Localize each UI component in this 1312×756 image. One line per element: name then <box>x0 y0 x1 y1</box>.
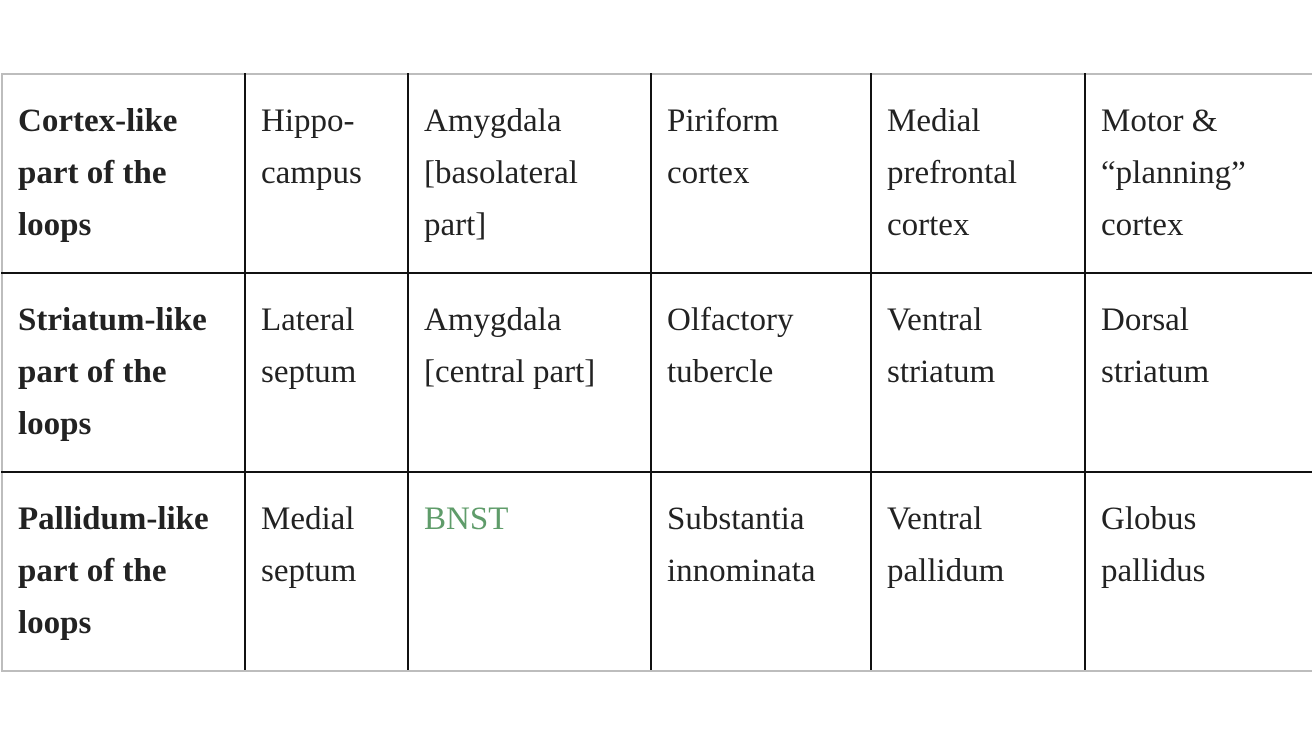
table-cell: Piriform cortex <box>650 73 872 274</box>
table-cell: Ventral striatum <box>870 272 1086 473</box>
cell-text: Piriform cortex <box>667 103 779 191</box>
table-cell: Ventral pallidum <box>870 471 1086 672</box>
table-cell: Motor & “planning” cortex <box>1084 73 1312 274</box>
cell-text: Amygdala [central part] <box>424 302 596 390</box>
cell-text: Dorsal striatum <box>1101 302 1210 390</box>
brain-loops-table: Cortex-like part of the loops Hippo-camp… <box>1 73 1312 672</box>
comparison-table-container: Cortex-like part of the loops Hippo-camp… <box>1 73 1312 672</box>
cell-text: Substantia innominata <box>667 501 816 589</box>
table-row-pallidum: Pallidum-like part of the loops Medial s… <box>1 471 1312 672</box>
row-header-label: Pallidum-like part of the loops <box>18 501 209 641</box>
cell-text: Medial prefrontal cortex <box>887 103 1018 243</box>
cell-text: Motor & “planning” cortex <box>1101 103 1246 243</box>
cell-text: Ventral striatum <box>887 302 996 390</box>
row-header-cortex: Cortex-like part of the loops <box>1 73 246 274</box>
table-cell: Olfactory tubercle <box>650 272 872 473</box>
table-row-cortex: Cortex-like part of the loops Hippo-camp… <box>1 73 1312 274</box>
table-cell: BNST <box>407 471 652 672</box>
row-header-label: Cortex-like part of the loops <box>18 103 178 243</box>
cell-text: Hippo-campus <box>261 103 362 191</box>
cell-text: Medial septum <box>261 501 357 589</box>
table-row-striatum: Striatum-like part of the loops Lateral … <box>1 272 1312 473</box>
table-cell: Globus pallidus <box>1084 471 1312 672</box>
cell-text: Olfactory tubercle <box>667 302 794 390</box>
cell-text: Ventral pallidum <box>887 501 1005 589</box>
row-header-pallidum: Pallidum-like part of the loops <box>1 471 246 672</box>
table-cell: Medial prefrontal cortex <box>870 73 1086 274</box>
cell-text: Lateral septum <box>261 302 357 390</box>
table-cell: Dorsal striatum <box>1084 272 1312 473</box>
cell-text: Amygdala [basolateral part] <box>424 103 578 243</box>
bnst-link[interactable]: BNST <box>424 501 509 537</box>
row-header-label: Striatum-like part of the loops <box>18 302 207 442</box>
cell-text: Globus pallidus <box>1101 501 1206 589</box>
table-cell: Amygdala [basolateral part] <box>407 73 652 274</box>
table-cell: Hippo-campus <box>244 73 409 274</box>
table-cell: Substantia innominata <box>650 471 872 672</box>
table-cell: Amygdala [central part] <box>407 272 652 473</box>
table-cell: Lateral septum <box>244 272 409 473</box>
row-header-striatum: Striatum-like part of the loops <box>1 272 246 473</box>
table-cell: Medial septum <box>244 471 409 672</box>
